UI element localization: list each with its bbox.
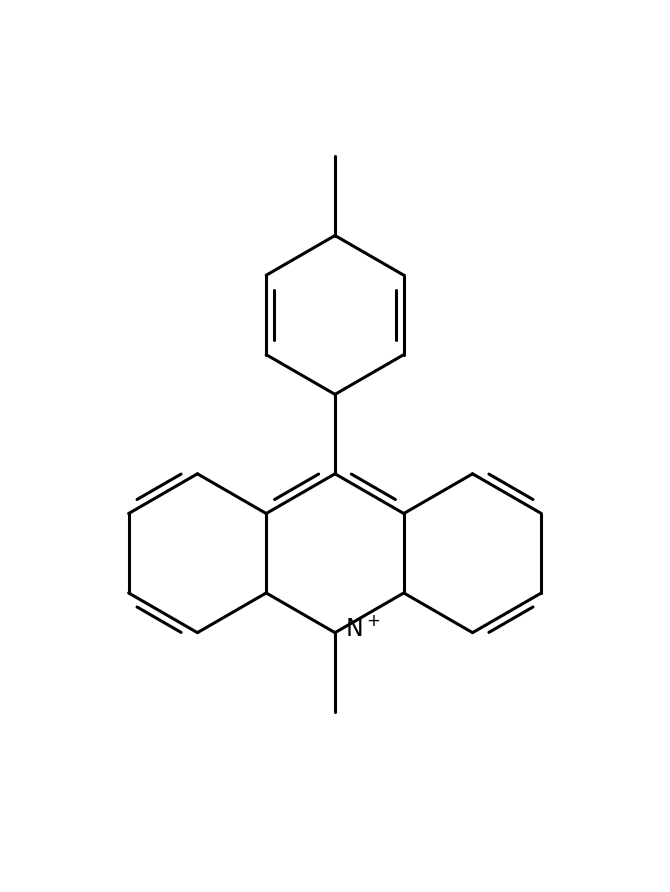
Text: N$^+$: N$^+$ (345, 616, 381, 641)
